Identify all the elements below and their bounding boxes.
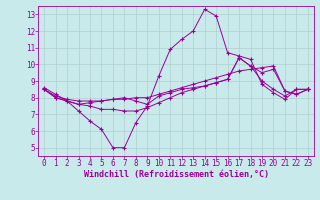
X-axis label: Windchill (Refroidissement éolien,°C): Windchill (Refroidissement éolien,°C) — [84, 170, 268, 179]
